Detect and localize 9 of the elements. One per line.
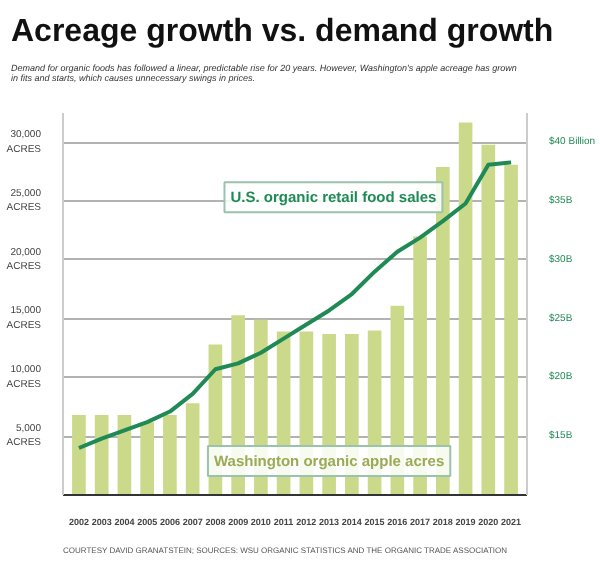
bar xyxy=(481,144,496,495)
bar xyxy=(185,403,200,495)
bar xyxy=(72,415,86,495)
chart-title: Acreage growth vs. demand growth xyxy=(11,15,554,49)
bar xyxy=(504,164,518,495)
bar xyxy=(163,415,177,495)
line-series xyxy=(76,160,514,450)
bar xyxy=(458,122,473,495)
bar xyxy=(140,422,154,495)
